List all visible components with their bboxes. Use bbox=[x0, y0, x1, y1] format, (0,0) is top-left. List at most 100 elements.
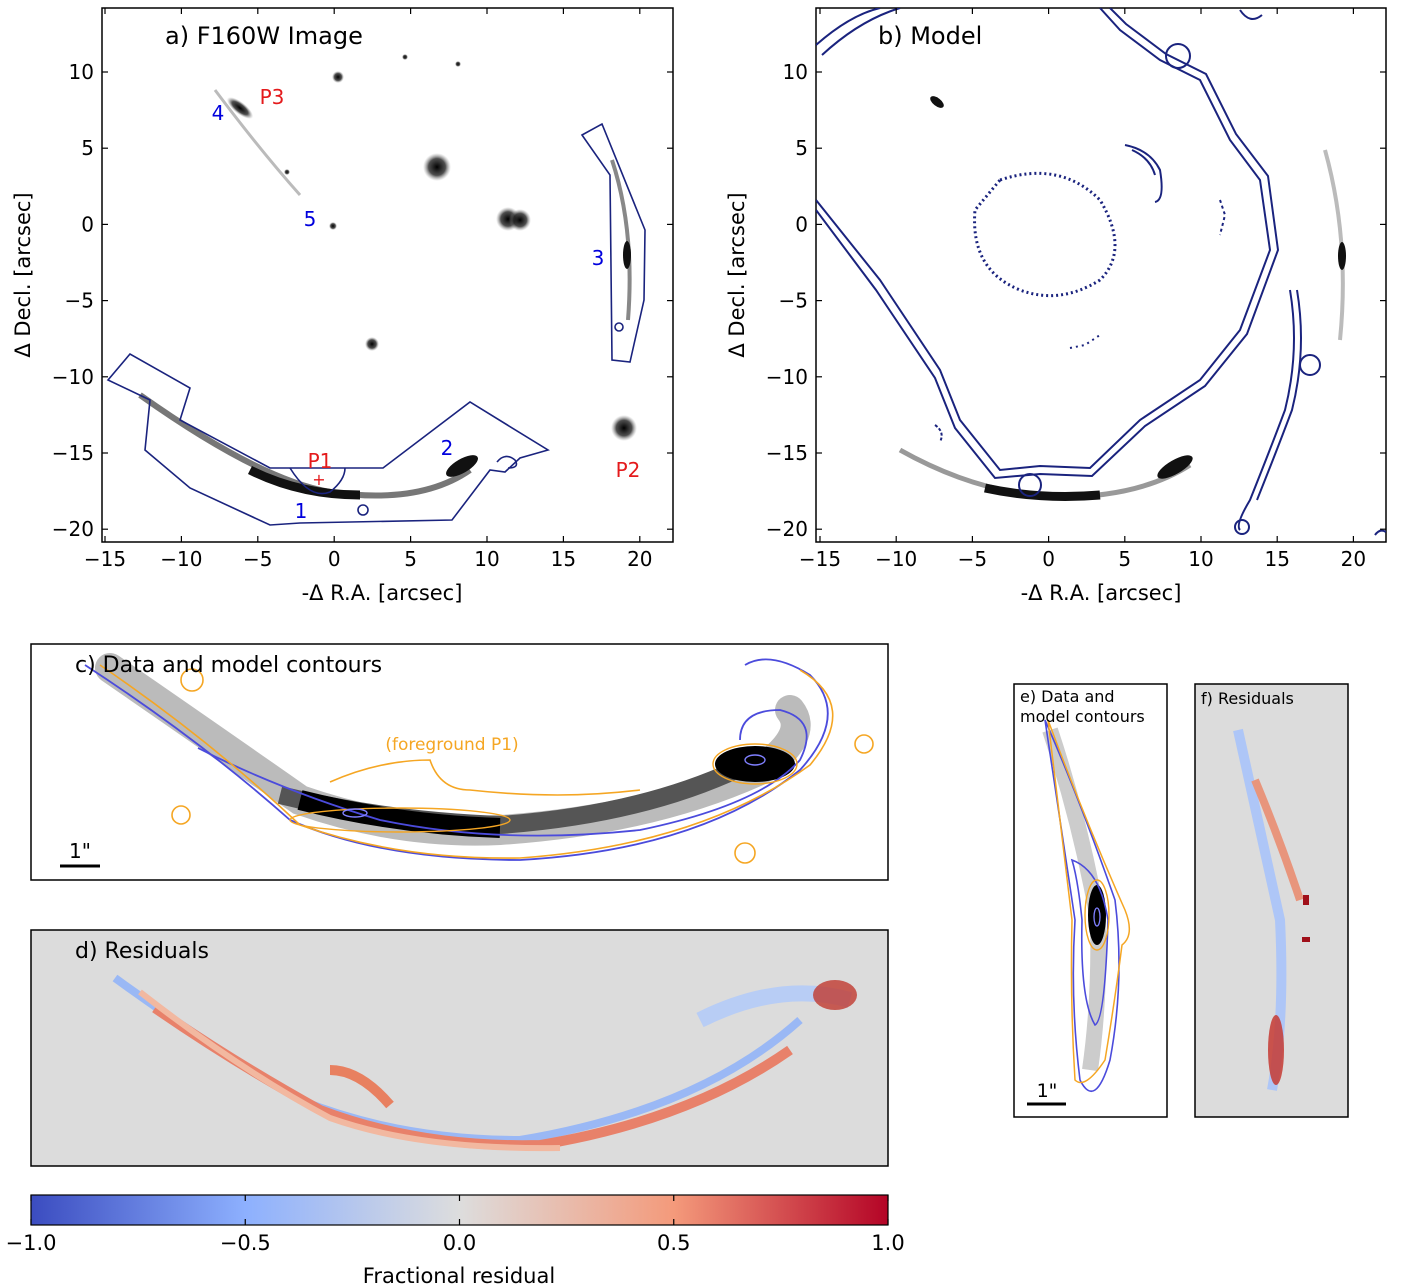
panel-b-image bbox=[816, 8, 1386, 536]
model-contour-core bbox=[342, 808, 368, 818]
x-tick-label: 10 bbox=[1188, 547, 1213, 571]
galaxy-p2 bbox=[611, 415, 637, 441]
y-tick-label: −5 bbox=[779, 289, 808, 313]
panel-c-title: c) Data and model contours bbox=[75, 653, 382, 678]
data-contour-core bbox=[712, 743, 798, 785]
x-tick-label: 15 bbox=[1264, 547, 1289, 571]
residual-band bbox=[329, 1065, 394, 1109]
model-contour bbox=[1070, 858, 1109, 1027]
y-tick-label: 5 bbox=[81, 136, 94, 160]
colorbar-tick-label: 1.0 bbox=[871, 1231, 904, 1255]
model-contour bbox=[197, 709, 808, 837]
x-tick-label: −5 bbox=[958, 547, 987, 571]
y-tick-label: −5 bbox=[65, 289, 94, 313]
panel-c: c) Data and model contours (foreground P… bbox=[30, 643, 889, 881]
panel-a-image: + bbox=[106, 54, 646, 526]
label-5: 5 bbox=[304, 207, 317, 231]
x-tick-label: 15 bbox=[551, 547, 576, 571]
panel-d-title: d) Residuals bbox=[75, 939, 209, 964]
y-tick-label: −10 bbox=[52, 365, 94, 389]
y-tick-label: −15 bbox=[766, 441, 808, 465]
panel-b-axes: −15 −10 −5 0 5 10 15 20 10 5 0 −5 −10 −15 −20 bbox=[766, 8, 1386, 571]
model-arc-core bbox=[1338, 242, 1346, 270]
critical-curve bbox=[1256, 289, 1302, 501]
panel-c-scale-label: 1" bbox=[69, 839, 91, 863]
mask-contour-p1 bbox=[289, 467, 346, 495]
critical-loop bbox=[1165, 43, 1191, 69]
panel-d-frame bbox=[30, 929, 889, 1167]
panel-a-title: a) F160W Image bbox=[165, 22, 363, 50]
critical-curve bbox=[1237, 289, 1295, 531]
galaxy bbox=[284, 169, 290, 175]
data-contour-star bbox=[180, 668, 204, 692]
residual-pixel bbox=[1303, 895, 1309, 905]
model-contour-core bbox=[1093, 907, 1101, 927]
panel-a-xlabel: -Δ R.A. [arcsec] bbox=[302, 581, 463, 605]
foreground-p1-label: (foreground P1) bbox=[385, 735, 518, 755]
galaxy bbox=[509, 209, 531, 231]
residual-hotspot bbox=[1268, 1015, 1284, 1085]
arc-4 bbox=[213, 89, 302, 196]
y-tick-label: 0 bbox=[81, 212, 94, 236]
label-1: 1 bbox=[295, 499, 308, 523]
model-galaxy bbox=[930, 96, 944, 108]
colorbar-tick-label: −0.5 bbox=[220, 1231, 271, 1255]
panel-e-title-line2: model contours bbox=[1020, 707, 1145, 726]
panel-f: f) Residuals bbox=[1194, 683, 1349, 1118]
panel-b-frame bbox=[815, 7, 1387, 543]
label-p1: P1 bbox=[308, 449, 333, 473]
critical-curve-outer bbox=[816, 8, 1280, 480]
arc-data-core bbox=[715, 746, 795, 782]
y-tick-label: −20 bbox=[766, 517, 808, 541]
data-contour-star bbox=[854, 734, 874, 754]
model-contour bbox=[84, 658, 829, 861]
mask-hole bbox=[614, 322, 624, 332]
y-tick-label: 5 bbox=[795, 136, 808, 160]
critical-curve-small bbox=[1124, 144, 1163, 203]
data-contour bbox=[1047, 719, 1131, 1084]
panel-a: + a) F160W Image P1 P2 P3 1 2 3 4 5 −15 −… bbox=[11, 7, 674, 605]
panel-e-scale-label: 1" bbox=[1037, 1080, 1058, 1102]
critical-curve-small bbox=[934, 424, 943, 443]
arc-1-core bbox=[247, 465, 361, 500]
galaxy bbox=[329, 222, 337, 230]
x-tick-label: 0 bbox=[328, 547, 341, 571]
galaxy bbox=[332, 71, 344, 83]
critical-loop bbox=[1234, 519, 1250, 535]
label-4: 4 bbox=[212, 101, 225, 125]
x-tick-label: −10 bbox=[160, 547, 202, 571]
galaxy bbox=[423, 153, 451, 181]
critical-curve-small bbox=[1131, 149, 1156, 176]
y-tick-label: −10 bbox=[766, 365, 808, 389]
x-tick-label: 20 bbox=[627, 547, 652, 571]
residual-band bbox=[138, 989, 561, 1152]
colorbar-tick-label: 0.5 bbox=[657, 1231, 690, 1255]
panel-a-ylabel: Δ Decl. [arcsec] bbox=[11, 192, 35, 357]
panel-e: e) Data and model contours 1" bbox=[1013, 683, 1168, 1118]
panel-f-title: f) Residuals bbox=[1201, 689, 1294, 708]
galaxy bbox=[402, 54, 408, 60]
residual-hotspot bbox=[813, 980, 857, 1010]
colorbar-ticks: −1.0 −0.5 0.0 0.5 1.0 bbox=[6, 1195, 905, 1255]
y-tick-label: 10 bbox=[783, 60, 808, 84]
x-tick-label: 5 bbox=[1118, 547, 1131, 571]
x-tick-label: 5 bbox=[404, 547, 417, 571]
label-2: 2 bbox=[441, 436, 454, 460]
x-tick-label: −10 bbox=[875, 547, 917, 571]
critical-curve bbox=[1374, 529, 1386, 536]
model-contour-core bbox=[744, 754, 766, 766]
critical-curve-outer bbox=[816, 8, 1272, 472]
critical-loop bbox=[1018, 473, 1042, 497]
model-arc-core bbox=[1157, 455, 1193, 479]
mask-hole bbox=[357, 504, 369, 516]
x-tick-label: −15 bbox=[799, 547, 841, 571]
model-arc-core bbox=[984, 483, 1101, 501]
residual-pixel bbox=[1302, 937, 1310, 942]
arc-3 bbox=[610, 159, 632, 321]
mask-contour-arc3 bbox=[580, 122, 646, 363]
residual-band bbox=[1251, 778, 1304, 902]
panel-b-ylabel: Δ Decl. [arcsec] bbox=[725, 192, 749, 357]
colorbar-tick-label: −1.0 bbox=[6, 1231, 57, 1255]
colorbar-label: Fractional residual bbox=[363, 1264, 555, 1288]
